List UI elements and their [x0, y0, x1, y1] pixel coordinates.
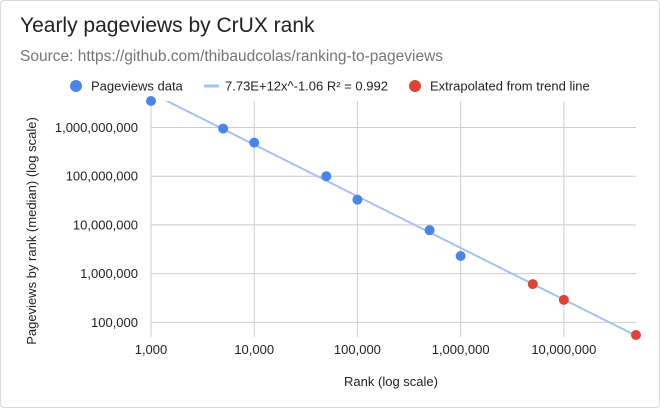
data-point	[146, 96, 156, 106]
legend-marker-extrapolated	[409, 80, 421, 92]
data-point	[455, 251, 466, 262]
extrapolated-point	[527, 279, 538, 290]
trendline-layer	[164, 101, 637, 337]
chart-title: Yearly pageviews by CrUX rank	[20, 14, 315, 37]
legend-label-trendline: 7.73E+12x^-1.06 R² = 0.992	[225, 79, 388, 94]
x-tick-label: 100,000	[334, 342, 381, 357]
x-tick-label: 1,000	[135, 342, 168, 357]
legend-marker-pageviews-data	[70, 80, 82, 92]
legend: Pageviews data 7.73E+12x^-1.06 R² = 0.99…	[70, 79, 590, 94]
extrapolated-point	[558, 294, 569, 305]
y-axis-label: Pageviews by rank (median) (log scale)	[24, 117, 39, 345]
legend-label-extrapolated: Extrapolated from trend line	[430, 79, 590, 94]
x-tick-label: 10,000	[234, 342, 274, 357]
y-tick-label: 100,000	[91, 315, 138, 330]
x-axis-ticks: 1,000 10,000 100,000 1,000,000 10,000,000	[135, 342, 597, 357]
y-axis-ticks: 100,000 1,000,000 10,000,000 100,000,000 1,0…	[55, 120, 138, 330]
y-tick-label: 10,000,000	[73, 217, 138, 232]
x-tick-label: 1,000,000	[432, 342, 490, 357]
legend-label-pageviews-data: Pageviews data	[91, 79, 184, 94]
data-points	[146, 96, 641, 340]
x-tick-label: 10,000,000	[531, 342, 596, 357]
x-axis-label: Rank (log scale)	[344, 374, 438, 389]
data-point	[249, 137, 260, 148]
data-point	[424, 225, 435, 236]
trendline	[164, 101, 637, 337]
y-tick-label: 1,000,000	[80, 266, 138, 281]
data-point	[218, 123, 229, 134]
data-point	[352, 194, 363, 205]
y-tick-label: 100,000,000	[66, 169, 138, 184]
extrapolated-point	[631, 329, 641, 340]
chart-subtitle: Source: https://github.com/thibaudcolas/…	[20, 48, 444, 65]
data-point	[321, 171, 332, 182]
y-tick-label: 1,000,000,000	[55, 120, 138, 135]
